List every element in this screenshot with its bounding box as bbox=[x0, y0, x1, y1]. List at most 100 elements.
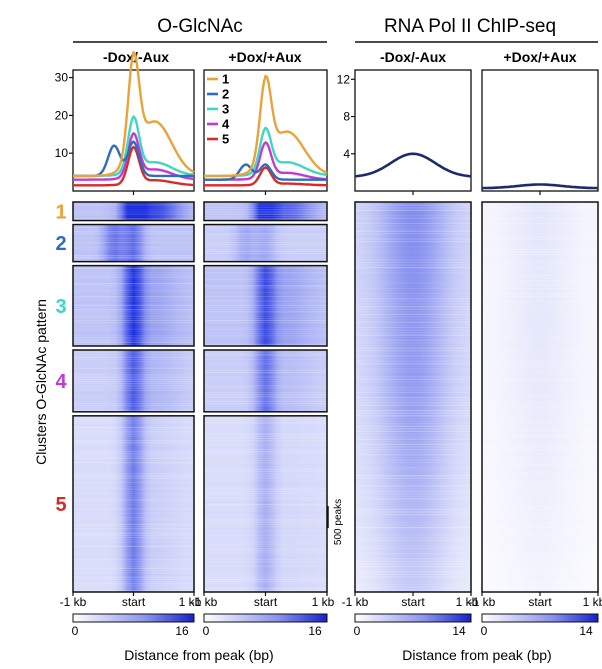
heatmap-band-cluster-2 bbox=[204, 224, 327, 262]
heatmap-texture bbox=[482, 469, 598, 471]
heatmap-texture bbox=[73, 293, 194, 296]
heatmap-texture bbox=[204, 543, 327, 545]
heatmap-texture bbox=[73, 352, 194, 354]
heatmap-texture bbox=[482, 363, 598, 365]
heatmap-texture bbox=[204, 354, 327, 356]
heatmap-texture bbox=[355, 586, 471, 588]
heatmap-texture bbox=[73, 462, 194, 464]
heatmap-texture bbox=[355, 207, 471, 209]
heatmap-texture bbox=[482, 306, 598, 308]
heatmap-texture bbox=[73, 477, 194, 479]
heatmap-texture bbox=[204, 442, 327, 444]
heatmap-texture bbox=[482, 215, 598, 217]
heatmap-texture bbox=[73, 274, 194, 276]
heatmap-texture bbox=[204, 339, 327, 340]
heatmap-texture bbox=[73, 536, 194, 539]
heatmap-texture bbox=[204, 475, 327, 477]
heatmap-texture bbox=[73, 512, 194, 514]
heatmap-texture bbox=[73, 380, 194, 383]
heatmap-texture bbox=[204, 239, 327, 242]
y-tick-label: 30 bbox=[55, 71, 69, 85]
heatmap-texture bbox=[482, 220, 598, 222]
x-tick-label: 1 kb bbox=[312, 595, 335, 609]
heatmap-texture bbox=[204, 361, 327, 363]
heatmap-texture bbox=[482, 282, 598, 284]
heatmap-texture bbox=[355, 514, 471, 516]
heatmap-texture bbox=[204, 541, 327, 543]
heatmap-texture bbox=[482, 298, 598, 299]
heatmap-texture bbox=[482, 295, 598, 297]
heatmap-texture bbox=[73, 331, 194, 332]
heatmap-texture bbox=[355, 254, 471, 255]
heatmap-texture bbox=[73, 402, 194, 405]
heatmap-texture bbox=[204, 342, 327, 343]
heatmap-texture bbox=[204, 226, 327, 228]
heatmap-texture bbox=[204, 231, 327, 232]
heatmap-texture bbox=[355, 267, 471, 269]
heatmap-texture bbox=[204, 453, 327, 455]
heatmap-texture bbox=[355, 430, 471, 432]
heatmap-texture bbox=[355, 272, 471, 274]
heatmap-texture bbox=[482, 373, 598, 375]
colorbar-op bbox=[203, 613, 328, 623]
heatmap-texture bbox=[482, 443, 598, 445]
legend-label-cluster-5: 5 bbox=[222, 132, 229, 147]
heatmap-texture bbox=[482, 423, 598, 425]
heatmap-texture bbox=[73, 313, 194, 315]
profile-line-cluster-4 bbox=[73, 131, 195, 181]
heatmap-texture bbox=[73, 392, 194, 393]
heatmap-texture bbox=[204, 583, 327, 585]
heatmap-texture bbox=[482, 335, 598, 336]
heatmap-texture bbox=[355, 402, 471, 404]
heatmap-texture bbox=[482, 280, 598, 282]
heatmap-texture bbox=[355, 415, 471, 417]
heatmap-texture bbox=[204, 317, 327, 319]
heatmap-texture bbox=[204, 486, 327, 488]
heatmap-texture bbox=[482, 430, 598, 432]
heatmap-texture bbox=[482, 384, 598, 386]
heatmap-texture bbox=[73, 315, 194, 317]
heatmap-texture bbox=[355, 355, 471, 357]
heatmap-texture bbox=[204, 479, 327, 481]
heatmap-texture bbox=[204, 422, 327, 424]
heatmap-texture bbox=[482, 254, 598, 256]
heatmap-texture bbox=[204, 380, 327, 383]
heatmap-texture bbox=[355, 345, 471, 347]
heatmap-texture bbox=[204, 394, 327, 396]
heatmap-texture bbox=[204, 565, 327, 567]
heatmap-texture bbox=[73, 420, 194, 422]
heatmap-texture bbox=[355, 556, 471, 557]
heatmap-texture bbox=[204, 558, 327, 561]
heatmap-texture bbox=[204, 287, 327, 289]
condition-label-oglcnac-plus: +Dox/+Aux bbox=[228, 49, 301, 65]
heatmap-band-cluster-5 bbox=[204, 415, 327, 592]
heatmap-texture bbox=[355, 384, 471, 385]
heatmap-texture bbox=[482, 441, 598, 442]
heatmap-texture bbox=[73, 548, 194, 549]
heatmap-texture bbox=[73, 451, 194, 453]
heatmap-texture bbox=[482, 303, 598, 305]
heatmap-texture bbox=[355, 368, 471, 370]
heatmap-band-frame bbox=[203, 264, 328, 347]
heatmap-texture bbox=[73, 255, 194, 257]
heatmap-texture bbox=[73, 300, 194, 302]
heatmap-texture bbox=[204, 322, 327, 324]
heatmap-band-cluster-2 bbox=[73, 224, 194, 262]
heatmap-texture bbox=[355, 459, 471, 461]
heatmap-texture bbox=[73, 426, 194, 429]
heatmap-texture bbox=[482, 285, 598, 287]
heatmap-texture bbox=[73, 248, 194, 250]
heatmap-texture bbox=[204, 470, 327, 473]
heatmap-texture bbox=[355, 389, 471, 391]
heatmap-texture bbox=[482, 493, 598, 495]
heatmap-texture bbox=[355, 295, 471, 297]
heatmap-texture bbox=[204, 459, 327, 462]
heatmap-texture bbox=[482, 573, 598, 575]
heatmap-texture bbox=[355, 469, 471, 471]
heatmap-texture bbox=[355, 324, 471, 326]
heatmap-texture bbox=[355, 204, 471, 206]
heatmap-texture bbox=[482, 313, 598, 315]
heatmap-texture bbox=[73, 491, 194, 492]
heatmap-texture bbox=[204, 525, 327, 528]
heatmap-texture bbox=[73, 508, 194, 510]
